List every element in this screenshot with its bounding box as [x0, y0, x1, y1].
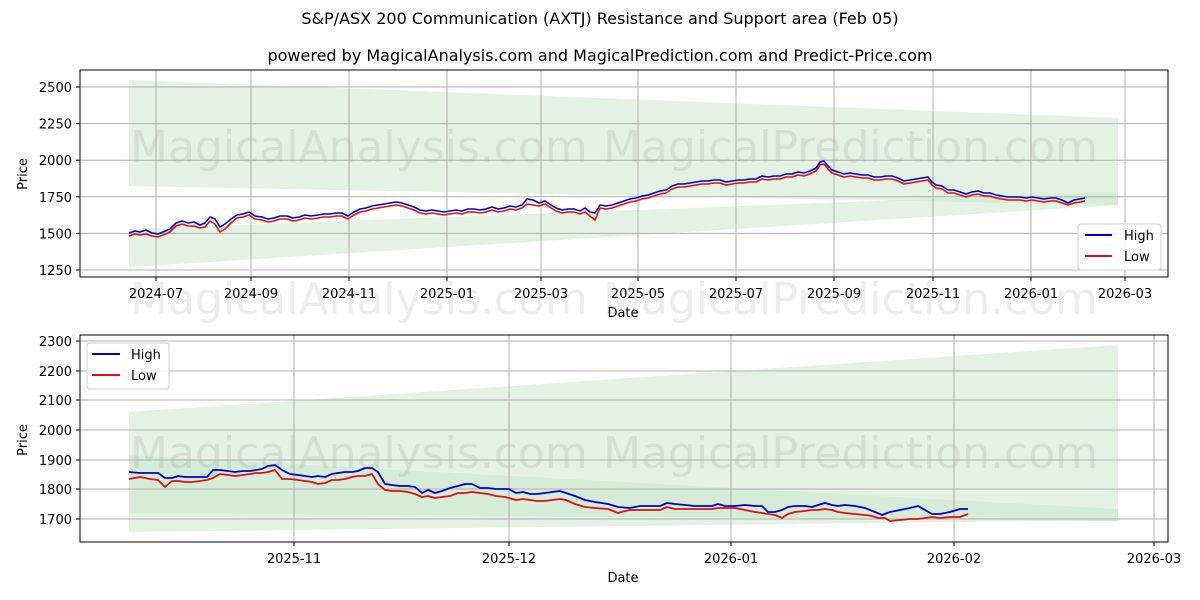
svg-text:2026-01: 2026-01	[1004, 287, 1058, 302]
watermark: MagicalAnalysis.com	[130, 274, 588, 325]
legend: High Low	[1077, 223, 1162, 271]
svg-text:2300: 2300	[39, 335, 72, 350]
svg-text:1800: 1800	[39, 483, 72, 498]
legend-low-label: Low	[131, 369, 157, 384]
svg-text:2026-01: 2026-01	[704, 552, 758, 567]
svg-text:2200: 2200	[39, 365, 72, 380]
resistance-band	[129, 80, 1118, 205]
svg-text:2025-11: 2025-11	[906, 287, 960, 302]
watermark: MagicalPrediction.com	[603, 122, 1098, 173]
x-tick-labels: 2024-07 2024-09 2024-11 2025-01 2025-03 …	[129, 287, 1152, 302]
x-axis-label: Date	[607, 571, 638, 586]
legend-low-label: Low	[1124, 250, 1150, 265]
x-tick-labels: 2025-11 2025-12 2026-01 2026-02 2026-03	[267, 552, 1181, 567]
y-tick-labels: 2500 2250 2000 1750 1500 1250	[39, 81, 72, 279]
svg-text:2024-07: 2024-07	[129, 287, 183, 302]
svg-text:2000: 2000	[39, 424, 72, 439]
x-axis-label: Date	[607, 306, 638, 321]
svg-text:1250: 1250	[39, 264, 72, 279]
svg-text:2025-03: 2025-03	[514, 287, 568, 302]
grid	[80, 335, 1168, 542]
y-axis-label: Price	[16, 424, 31, 456]
watermark: MagicalPrediction.com	[603, 428, 1098, 479]
svg-text:2000: 2000	[39, 154, 72, 169]
svg-text:2500: 2500	[39, 81, 72, 96]
svg-text:2024-11: 2024-11	[322, 287, 376, 302]
svg-text:2024-09: 2024-09	[224, 287, 278, 302]
plot-frame	[79, 69, 1169, 278]
high-line	[128, 464, 968, 516]
svg-text:2025-09: 2025-09	[807, 287, 861, 302]
watermark: MagicalAnalysis.com	[130, 122, 588, 173]
legend-high-label: High	[131, 348, 161, 363]
bottom-chart: MagicalAnalysis.com MagicalPrediction.co…	[16, 334, 1181, 586]
support-band	[129, 192, 1118, 267]
watermark: MagicalPrediction.com	[603, 274, 1098, 325]
y-tick-labels: 2300 2200 2100 2000 1900 1800 1700	[39, 335, 72, 528]
top-chart: MagicalAnalysis.com MagicalPrediction.co…	[16, 69, 1169, 325]
legend: High Low	[86, 342, 170, 390]
svg-text:2100: 2100	[39, 394, 72, 409]
chart-title: S&P/ASX 200 Communication (AXTJ) Resista…	[301, 9, 899, 28]
svg-text:1500: 1500	[39, 227, 72, 242]
svg-text:2025-05: 2025-05	[611, 287, 665, 302]
high-line	[128, 160, 1086, 235]
plot-frame	[79, 334, 1169, 543]
svg-text:2025-01: 2025-01	[420, 287, 474, 302]
svg-text:2025-07: 2025-07	[709, 287, 763, 302]
svg-text:2025-12: 2025-12	[482, 552, 536, 567]
chart-subtitle: powered by MagicalAnalysis.com and Magic…	[267, 46, 933, 65]
svg-text:1900: 1900	[39, 454, 72, 469]
low-line	[128, 469, 969, 522]
svg-text:2025-11: 2025-11	[267, 552, 321, 567]
svg-text:1700: 1700	[39, 513, 72, 528]
support-band	[129, 513, 1118, 532]
svg-text:2250: 2250	[39, 118, 72, 133]
low-line	[128, 163, 1086, 238]
y-axis-label: Price	[16, 158, 31, 190]
svg-text:2026-02: 2026-02	[927, 552, 981, 567]
svg-text:2026-03: 2026-03	[1098, 287, 1152, 302]
svg-text:1750: 1750	[39, 191, 72, 206]
resistance-band	[129, 345, 1118, 509]
svg-text:2026-03: 2026-03	[1127, 552, 1181, 567]
legend-high-label: High	[1124, 229, 1154, 244]
